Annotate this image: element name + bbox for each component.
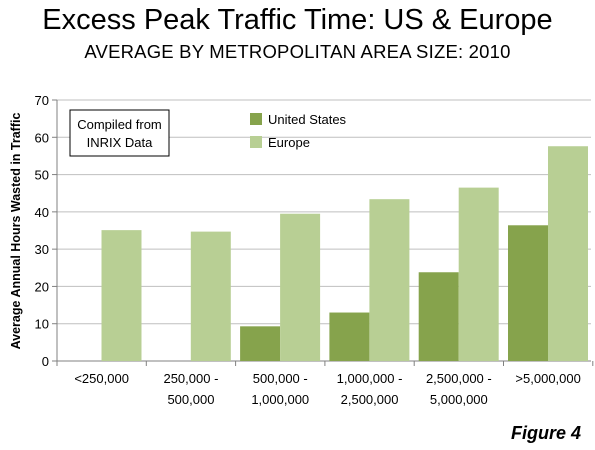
bar-europe bbox=[190, 231, 231, 361]
bar-europe bbox=[458, 187, 499, 361]
x-tick-label: 1,000,000 - bbox=[337, 371, 403, 386]
legend: United States Europe bbox=[250, 112, 347, 150]
legend-label-us: United States bbox=[268, 112, 347, 127]
chart-title: Excess Peak Traffic Time: US & Europe bbox=[42, 4, 553, 36]
x-tick-label: 500,000 - bbox=[253, 371, 308, 386]
legend-label-europe: Europe bbox=[268, 135, 310, 150]
y-tick-label: 0 bbox=[42, 354, 49, 369]
y-tick-label: 30 bbox=[35, 242, 49, 257]
y-tick-label: 40 bbox=[35, 205, 49, 220]
bar-us bbox=[418, 272, 459, 361]
y-tick-label: 10 bbox=[35, 317, 49, 332]
x-tick-label: >5,000,000 bbox=[515, 371, 580, 386]
y-tick-label: 70 bbox=[35, 93, 49, 108]
y-axis-label: Average Annual Hours Wasted in Traffic bbox=[9, 113, 23, 350]
bar-europe bbox=[369, 199, 410, 361]
axes bbox=[52, 99, 594, 366]
bar-us bbox=[329, 312, 370, 361]
legend-swatch-europe bbox=[250, 136, 262, 148]
x-tick-label: 500,000 bbox=[167, 392, 214, 407]
annotation-line-2: INRIX Data bbox=[87, 135, 154, 150]
legend-swatch-us bbox=[250, 113, 262, 125]
x-tick-label: 5,000,000 bbox=[430, 392, 488, 407]
annotation-line-1: Compiled from bbox=[77, 117, 162, 132]
x-tick-label: 250,000 - bbox=[163, 371, 218, 386]
chart-subtitle: AVERAGE BY METROPOLITAN AREA SIZE: 2010 bbox=[84, 41, 511, 62]
source-annotation: Compiled from INRIX Data bbox=[69, 109, 170, 157]
x-tick-label: 2,500,000 bbox=[341, 392, 399, 407]
x-tick-label: 1,000,000 bbox=[251, 392, 309, 407]
x-tick-label: <250,000 bbox=[74, 371, 129, 386]
y-tick-label: 50 bbox=[35, 168, 49, 183]
figure-label: Figure 4 bbox=[510, 423, 581, 443]
bar-europe bbox=[101, 230, 142, 361]
bars bbox=[101, 146, 588, 361]
bar-us bbox=[508, 225, 548, 361]
bar-europe bbox=[280, 213, 321, 361]
annotation-box bbox=[69, 109, 170, 157]
x-tick-label: 2,500,000 - bbox=[426, 371, 492, 386]
y-tick-label: 60 bbox=[35, 130, 49, 145]
y-tick-label: 20 bbox=[35, 279, 49, 294]
axis-labels: 0 10 20 30 40 50 60 70 Average Annual Hours Wast… bbox=[9, 93, 581, 407]
bar-europe bbox=[548, 146, 588, 361]
bar-us bbox=[240, 326, 281, 361]
